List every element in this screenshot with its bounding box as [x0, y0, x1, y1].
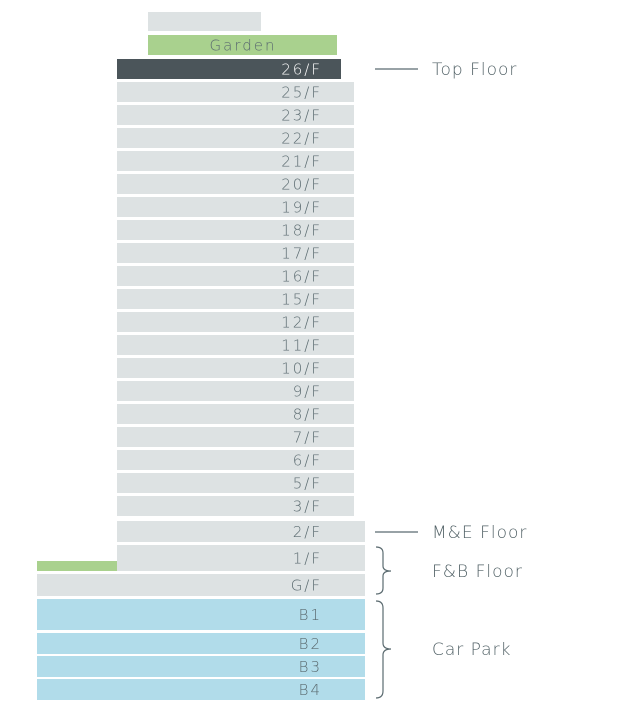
floor-label: 21/F — [281, 153, 322, 171]
floor-block — [117, 473, 354, 493]
floor-label: 5/F — [293, 475, 322, 493]
floor-block — [37, 633, 365, 654]
floor-block — [117, 496, 354, 516]
floor-label: 16/F — [281, 268, 322, 286]
floor-label: 26/F — [281, 61, 322, 79]
floor-block — [117, 266, 354, 286]
floor-label: 10/F — [281, 360, 322, 378]
floor-label: 7/F — [293, 429, 322, 447]
brace — [375, 546, 392, 595]
floor-label: B1 — [299, 606, 322, 624]
floor-label: 19/F — [281, 199, 322, 217]
floor-label: 3/F — [293, 498, 322, 516]
floor-label: 6/F — [293, 452, 322, 470]
floor-label: 11/F — [281, 337, 322, 355]
floor-block — [117, 59, 341, 79]
floor-block — [117, 545, 365, 571]
floor-block — [117, 289, 354, 309]
floor-label: 8/F — [293, 406, 322, 424]
floor-block — [117, 381, 354, 401]
floor-label: 1/F — [293, 550, 322, 568]
floor-label: 22/F — [281, 130, 322, 148]
annotation: Top Floor — [432, 60, 517, 80]
floor-label: 20/F — [281, 176, 322, 194]
floor-block — [117, 197, 354, 217]
annotation: M&E Floor — [432, 523, 527, 543]
floor-block — [117, 404, 354, 424]
floor-block — [117, 128, 354, 148]
floor-label: 23/F — [281, 107, 322, 125]
floor-block — [117, 105, 354, 125]
floor-block — [37, 679, 365, 700]
floor-block — [37, 656, 365, 677]
annotation: F&B Floor — [432, 562, 523, 582]
floor-block — [117, 82, 354, 102]
floor-block — [117, 243, 354, 263]
floor-block — [117, 335, 354, 355]
floor-label: B2 — [299, 635, 322, 653]
floor-block — [37, 574, 365, 596]
floor-label: 18/F — [281, 222, 322, 240]
floor-label: 2/F — [293, 523, 322, 541]
floor-label: 25/F — [281, 84, 322, 102]
garden-block — [148, 35, 337, 55]
floor-block — [117, 521, 365, 542]
terrace-strip — [37, 561, 117, 571]
annotation: Car Park — [432, 640, 511, 660]
roof-block — [148, 12, 261, 31]
floor-block — [117, 427, 354, 447]
floor-label: B4 — [299, 681, 322, 699]
floor-label: G/F — [291, 577, 322, 595]
floor-block — [117, 151, 354, 171]
floor-block — [117, 220, 354, 240]
floor-block — [117, 358, 354, 378]
floor-block — [117, 174, 354, 194]
floor-block — [117, 450, 354, 470]
garden-label: Garden — [210, 37, 277, 55]
floor-label: 12/F — [281, 314, 322, 332]
floor-label: 17/F — [281, 245, 322, 263]
floor-label: B3 — [299, 658, 322, 676]
floor-label: 9/F — [293, 383, 322, 401]
floor-label: 15/F — [281, 291, 322, 309]
brace — [375, 600, 392, 699]
floor-block — [37, 599, 365, 630]
floor-block — [117, 312, 354, 332]
